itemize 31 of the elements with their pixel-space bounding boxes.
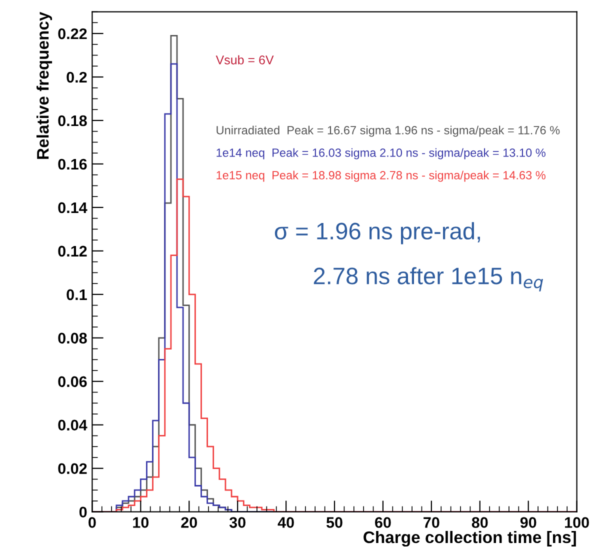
y-tick-label: 0.04	[58, 420, 88, 431]
annotation: 2.78 ns after 1e15 n$_{eq}$	[314, 267, 543, 292]
x-tick-label: 30	[229, 517, 246, 528]
annotation: Vsub = 6V	[216, 55, 274, 64]
text: 1e14 neq Peak = 16.03 sigma 2.10 ns - sigma/peak = 13.10 %	[216, 148, 546, 160]
text: 1e15 neq Peak = 18.98 sigma 2.78 ns - sigma/peak = 14.63 %	[216, 170, 546, 182]
x-tick-label: 40	[278, 517, 294, 528]
text: Unirradiated Peak = 16.67 sigma 1.96 ns - sigma/peak = 11.76 %	[216, 126, 560, 137]
y-tick-label: 0.22	[58, 28, 87, 40]
y-tick-label: 0.06	[58, 376, 87, 388]
y-tick-label: 0.16	[58, 158, 87, 170]
y-tick-label: 0.18	[58, 115, 87, 126]
y-tick-label: 0	[79, 506, 87, 518]
x-tick-label: 60	[375, 517, 391, 528]
y-axis-title: Relative frequency	[36, 12, 52, 159]
y-tick-label: 0.08	[58, 332, 87, 344]
y-tick-label: 0.1	[66, 289, 87, 300]
x-tick-label: 90	[520, 517, 536, 528]
x-tick-label: 50	[326, 517, 342, 528]
y-tick-label: 0.2	[66, 72, 87, 83]
x-tick-label: 10	[133, 517, 149, 528]
x-tick-label: 100	[565, 517, 589, 528]
annotation: σ = 1.96 ns pre-rad,	[274, 222, 480, 244]
y-tick-label: 0.14	[58, 202, 88, 214]
x-tick-label: 70	[424, 517, 440, 528]
y-tick-label: 0.12	[58, 246, 87, 257]
y-tick-label: 0.02	[58, 463, 87, 474]
x-tick-label: 20	[181, 517, 197, 528]
x-tick-label: 0	[88, 517, 96, 528]
x-axis-title: Charge collection time [ns]	[364, 530, 576, 547]
x-tick-label: 80	[472, 517, 488, 528]
